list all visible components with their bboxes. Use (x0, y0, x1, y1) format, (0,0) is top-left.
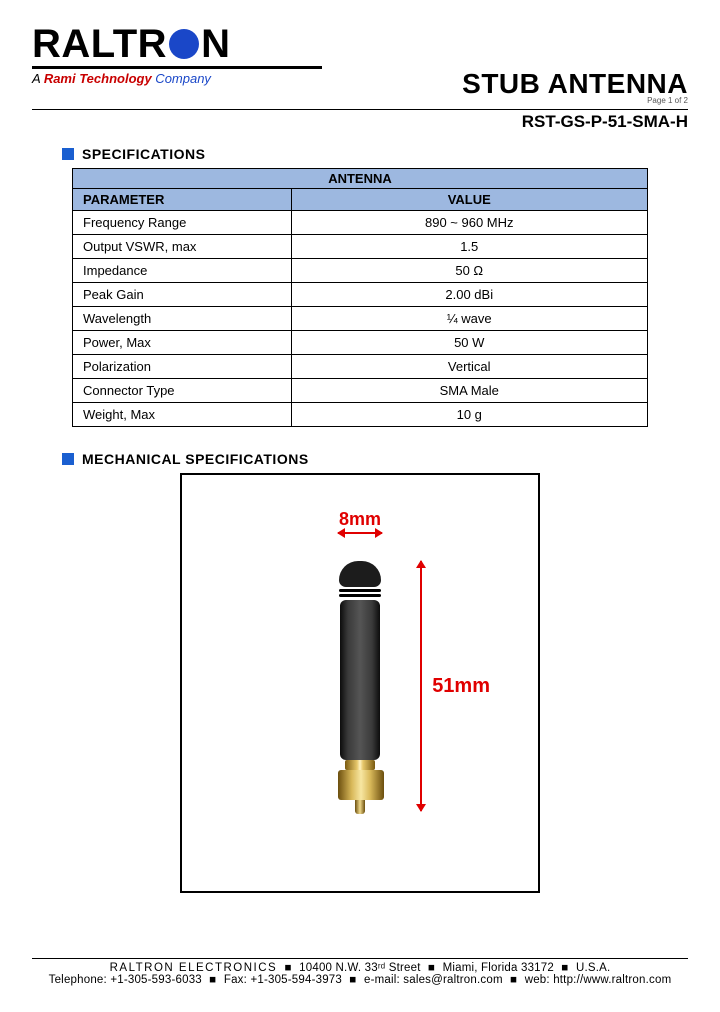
arrow-horizontal-icon (338, 532, 382, 534)
table-row: Peak Gain2.00 dBi (73, 283, 648, 307)
section-header-specs: SPECIFICATIONS (62, 146, 688, 162)
spec-param: Frequency Range (73, 211, 292, 235)
spec-value: 50 Ω (291, 259, 648, 283)
spec-value: 1.5 (291, 235, 648, 259)
footer-line-1: RALTRON ELECTRONICS ■ 10400 N.W. 33ʳᵈ St… (32, 962, 688, 974)
part-number: RST-GS-P-51-SMA-H (32, 112, 688, 132)
spec-param: Connector Type (73, 379, 292, 403)
footer-web: http://www.raltron.com (553, 974, 671, 986)
tagline-rami: Rami Technology (44, 71, 152, 86)
footer-divider (32, 958, 688, 959)
footer-email: sales@raltron.com (403, 974, 502, 986)
spec-param: Impedance (73, 259, 292, 283)
spec-param: Polarization (73, 355, 292, 379)
spec-value: 890 ~ 960 MHz (291, 211, 648, 235)
header-divider (32, 109, 688, 110)
footer-web-label: web: (525, 974, 550, 986)
table-group-header: ANTENNA (73, 169, 648, 189)
dimension-width-label: 8mm (182, 509, 538, 530)
antenna-ring (339, 594, 381, 597)
footer-line-2: Telephone: +1-305-593-6033 ■ Fax: +1-305… (32, 974, 688, 986)
antenna-illustration (338, 561, 382, 814)
table-col-parameter: PARAMETER (73, 189, 292, 211)
dimension-height-label: 51mm (432, 675, 490, 698)
antenna-connector-nut (338, 770, 384, 800)
footer: RALTRON ELECTRONICS ■ 10400 N.W. 33ʳᵈ St… (32, 958, 688, 986)
specifications-table: ANTENNA PARAMETER VALUE Frequency Range8… (72, 168, 648, 427)
footer-company: RALTRON ELECTRONICS (110, 962, 278, 974)
spec-param: Wavelength (73, 307, 292, 331)
arrow-vertical-icon (420, 561, 422, 811)
dimension-height: 51mm (420, 561, 490, 811)
footer-fax: +1-305-594-3973 (250, 974, 342, 986)
logo-text-left: RALTR (32, 24, 167, 64)
logo-text-right: N (201, 24, 230, 64)
spec-value: SMA Male (291, 379, 648, 403)
antenna-tip (339, 561, 381, 587)
spec-value: Vertical (291, 355, 648, 379)
footer-email-label: e-mail: (364, 974, 400, 986)
spec-param: Power, Max (73, 331, 292, 355)
table-row: Impedance50 Ω (73, 259, 648, 283)
table-row: Wavelength¼ wave (73, 307, 648, 331)
antenna-body (340, 600, 380, 760)
footer-tel-label: Telephone: (49, 974, 107, 986)
section-title-mech: MECHANICAL SPECIFICATIONS (82, 451, 309, 467)
table-col-value: VALUE (291, 189, 648, 211)
antenna-collar (345, 760, 375, 770)
table-row: Weight, Max10 g (73, 403, 648, 427)
table-row: PolarizationVertical (73, 355, 648, 379)
spec-param: Weight, Max (73, 403, 292, 427)
spec-value: 10 g (291, 403, 648, 427)
logo-dot-icon (169, 29, 199, 59)
bullet-square-icon (62, 148, 74, 160)
table-row: Frequency Range890 ~ 960 MHz (73, 211, 648, 235)
footer-tel: +1-305-593-6033 (110, 974, 202, 986)
footer-country: U.S.A. (576, 962, 610, 974)
spec-param: Peak Gain (73, 283, 292, 307)
antenna-ring (339, 589, 381, 592)
bullet-square-icon (62, 453, 74, 465)
table-row: Power, Max50 W (73, 331, 648, 355)
spec-value: 2.00 dBi (291, 283, 648, 307)
antenna-connector-pin (355, 800, 365, 814)
dimension-width: 8mm (182, 509, 538, 534)
footer-fax-label: Fax: (224, 974, 247, 986)
section-header-mech: MECHANICAL SPECIFICATIONS (62, 451, 688, 467)
logo-wordmark: RALTR N (32, 24, 688, 64)
spec-value: ¼ wave (291, 307, 648, 331)
footer-address: 10400 N.W. 33ʳᵈ Street (299, 962, 420, 974)
tagline-company: Company (152, 71, 211, 86)
mechanical-diagram: 8mm 51mm (180, 473, 540, 893)
spec-param: Output VSWR, max (73, 235, 292, 259)
spec-value: 50 W (291, 331, 648, 355)
tagline-a: A (32, 71, 44, 86)
section-title-specs: SPECIFICATIONS (82, 146, 205, 162)
table-row: Connector TypeSMA Male (73, 379, 648, 403)
table-row: Output VSWR, max1.5 (73, 235, 648, 259)
footer-city: Miami, Florida 33172 (443, 962, 554, 974)
